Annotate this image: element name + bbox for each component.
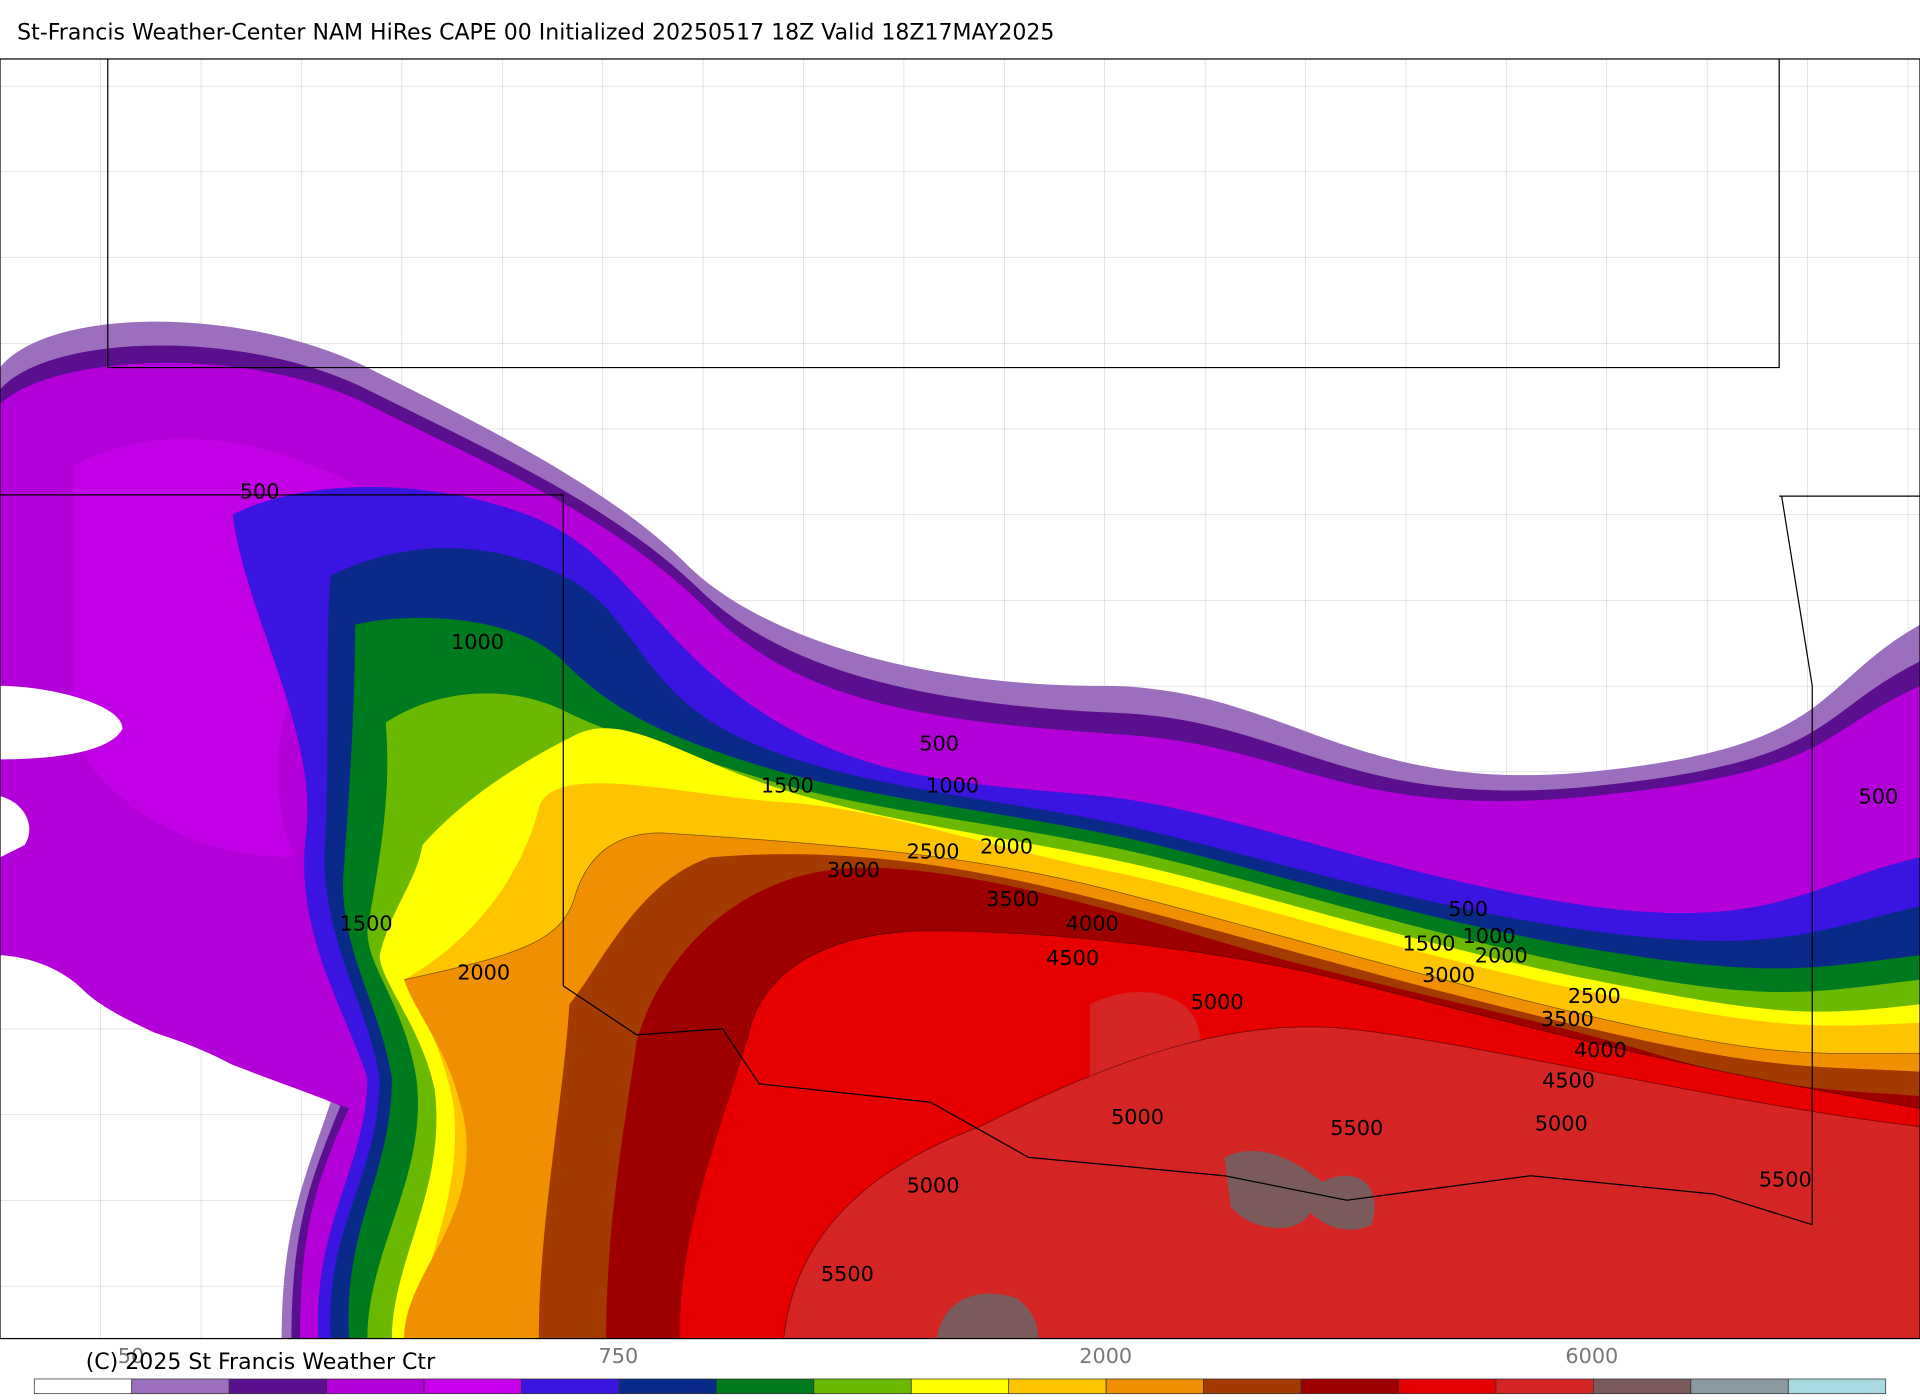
contour-label: 4000 (1574, 1038, 1627, 1062)
contour-label: 1000 (1463, 924, 1516, 948)
contour-label: 1500 (761, 773, 814, 797)
colorbar-swatch (1203, 1378, 1302, 1395)
colorbar-swatch (1008, 1378, 1107, 1395)
colorbar-swatch (1105, 1378, 1204, 1395)
colorbar-swatch (716, 1378, 815, 1395)
contour-label: 1500 (340, 912, 393, 936)
contour-label: 5000 (907, 1174, 960, 1198)
colorbar-swatch (813, 1378, 912, 1395)
colorbar-label: 750 (599, 1344, 639, 1368)
contour-label: 4500 (1046, 946, 1099, 970)
contour-label: 500 (919, 732, 959, 756)
colorbar-label: 50 (118, 1344, 144, 1368)
contour-label: 1000 (926, 773, 979, 797)
contour-label: 5500 (821, 1262, 874, 1286)
colorbar-swatch (228, 1378, 327, 1395)
colorbar-swatch (131, 1378, 230, 1395)
contour-label: 500 (1448, 897, 1488, 921)
copyright: (C) 2025 St Francis Weather Ctr (86, 1350, 436, 1375)
contour-label: 3000 (827, 858, 880, 882)
colorbar-swatch (910, 1378, 1010, 1395)
contour-label: 2500 (1568, 984, 1621, 1008)
contour-label: 5000 (1191, 990, 1244, 1014)
colorbar-swatch (423, 1378, 522, 1395)
colorbar-label: 2000 (1079, 1344, 1132, 1368)
contour-label: 5500 (1759, 1168, 1812, 1192)
colorbar-swatch (1495, 1378, 1594, 1395)
contour-label: 5000 (1111, 1105, 1164, 1129)
map-title: St-Francis Weather-Center NAM HiRes CAPE… (17, 20, 1054, 45)
contour-label: 2000 (980, 835, 1033, 859)
contour-label: 3500 (986, 887, 1039, 911)
contour-label: 5000 (1535, 1111, 1588, 1135)
colorbar-swatch (326, 1378, 425, 1395)
colorbar-swatch (33, 1378, 133, 1395)
colorbar-swatch (1787, 1378, 1887, 1395)
contour-label: 2000 (1475, 944, 1528, 968)
colorbar-swatch (1690, 1378, 1789, 1395)
colorbar-swatch (1300, 1378, 1399, 1395)
contour-label: 1000 (451, 630, 504, 654)
map-area (0, 58, 1920, 1339)
contour-label: 3500 (1541, 1007, 1594, 1031)
contour-label: 4000 (1066, 912, 1119, 936)
contour-label: 500 (240, 479, 280, 503)
contour-label: 4500 (1542, 1068, 1595, 1092)
contour-label: 500 (1859, 784, 1899, 808)
colorbar-swatch (1398, 1378, 1497, 1395)
contour-label: 1500 (1403, 931, 1456, 955)
contour-label: 5500 (1330, 1116, 1383, 1140)
contour-label: 2500 (907, 839, 960, 863)
contour-label: 2000 (457, 961, 510, 985)
contour-label: 3000 (1422, 963, 1475, 987)
colorbar-swatch (618, 1378, 717, 1395)
colorbar-swatch (521, 1378, 620, 1395)
colorbar: 50 750 2000 6000 (33, 1344, 1887, 1395)
colorbar-swatch (1593, 1378, 1692, 1395)
colorbar-label: 6000 (1565, 1344, 1618, 1368)
